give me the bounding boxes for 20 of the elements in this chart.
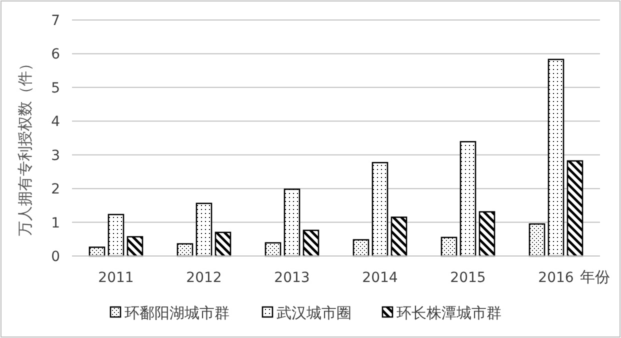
y-tick-label: 1 bbox=[51, 215, 60, 232]
legend-item: 环鄱阳湖城市群 bbox=[110, 304, 230, 322]
x-tick-label: 2011 bbox=[98, 270, 134, 286]
y-axis-title: 万人拥有专利授权数（件） bbox=[16, 56, 34, 236]
y-tick-label: 0 bbox=[51, 249, 60, 265]
legend-label: 武汉城市圈 bbox=[276, 304, 352, 322]
x-tick-label: 2016 bbox=[538, 270, 574, 286]
x-tick-label: 2015 bbox=[450, 270, 486, 286]
x-axis-title: 年份 bbox=[580, 268, 610, 286]
x-tick-label: 2012 bbox=[186, 270, 222, 286]
y-tick-label: 3 bbox=[51, 148, 60, 164]
y-tick-label: 5 bbox=[51, 80, 60, 96]
x-tick-label: 2014 bbox=[362, 270, 398, 286]
y-tick-label: 7 bbox=[51, 13, 60, 29]
y-tick-label: 4 bbox=[51, 114, 60, 130]
y-tick-label: 6 bbox=[51, 46, 60, 63]
legend-item: 武汉城市圈 bbox=[262, 304, 352, 322]
x-tick-label: 2013 bbox=[274, 270, 310, 286]
legend-item: 环长株潭城市群 bbox=[382, 304, 502, 322]
y-tick-label: 2 bbox=[51, 182, 60, 198]
